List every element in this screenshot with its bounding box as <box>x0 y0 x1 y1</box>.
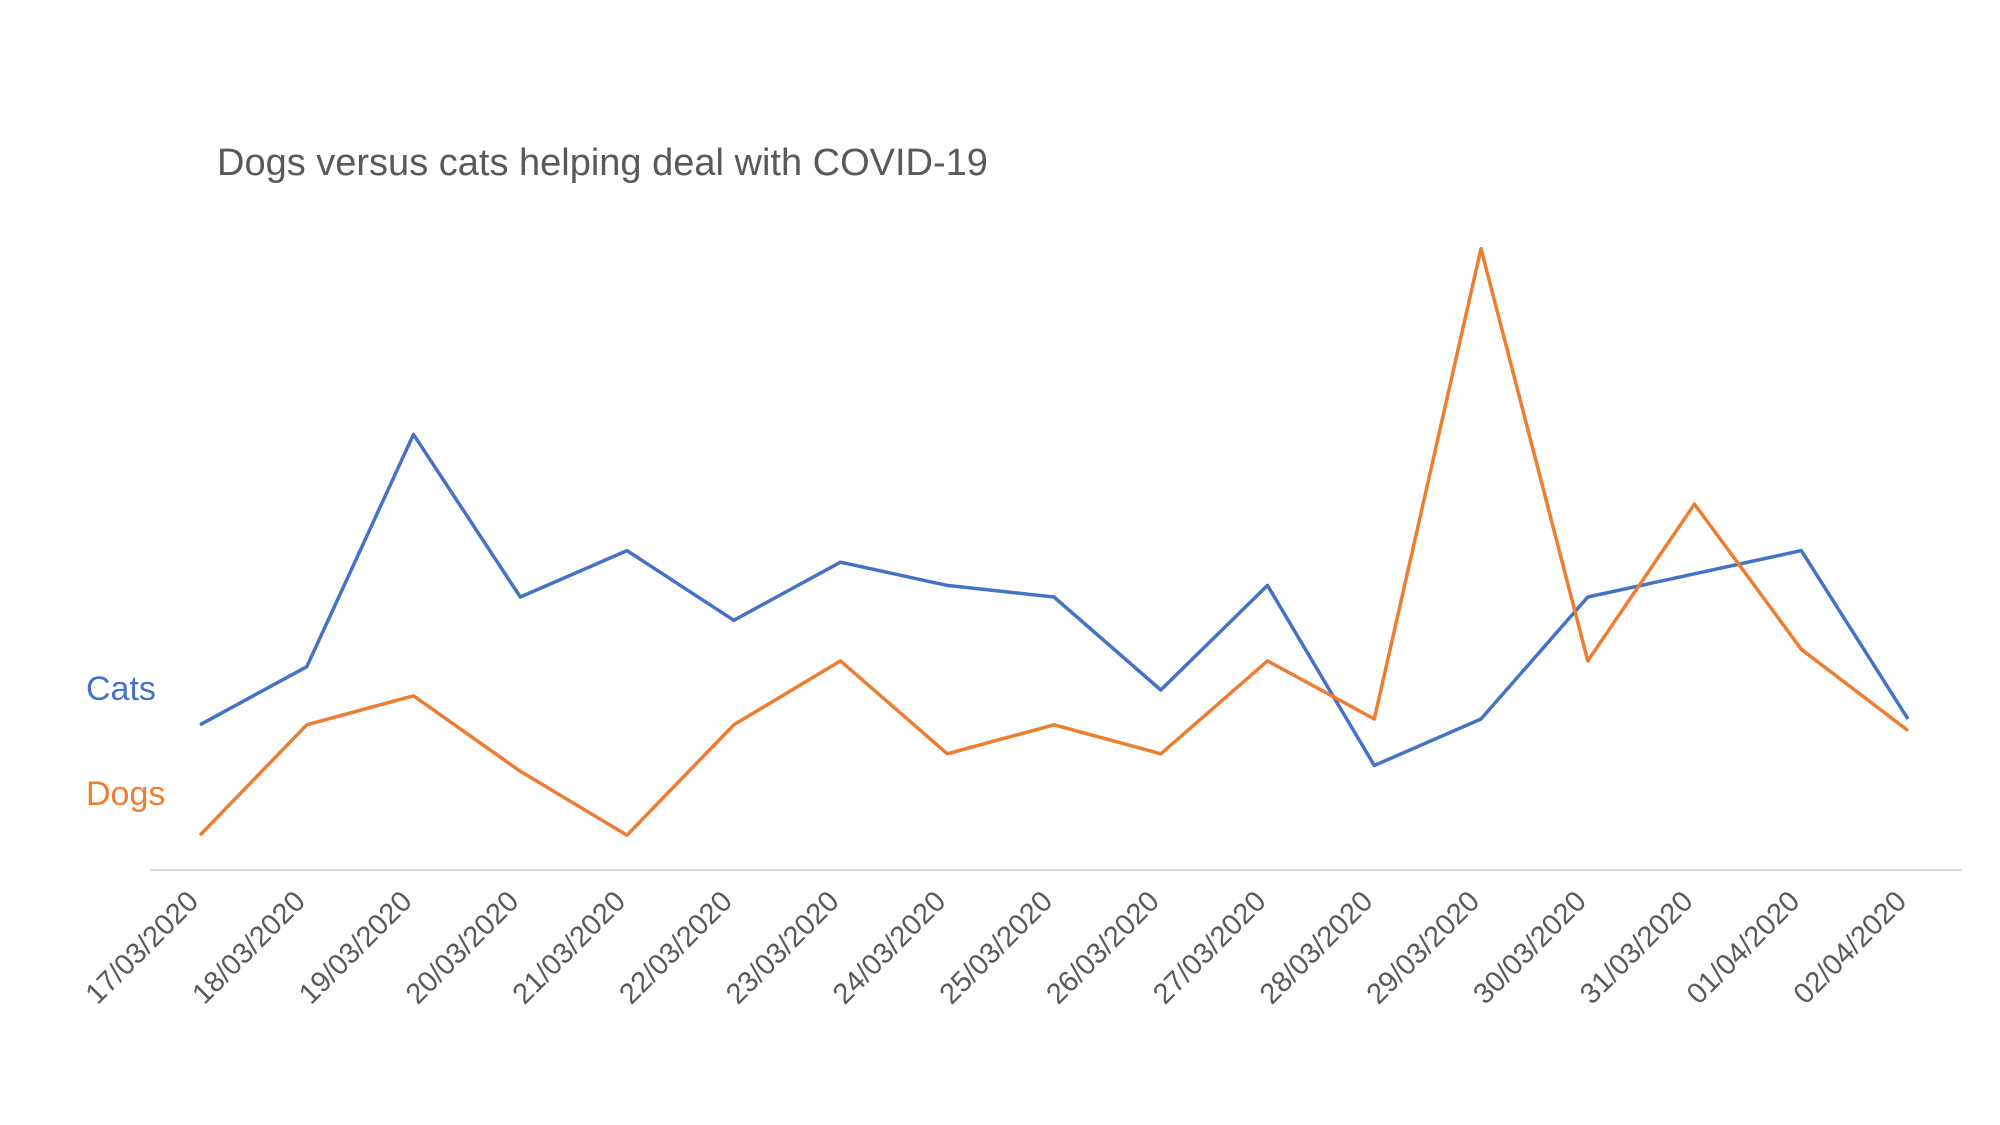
series-layer <box>198 246 1910 837</box>
x-tick-label: 19/03/2020 <box>293 885 418 1010</box>
x-tick-label: 01/04/2020 <box>1681 885 1806 1010</box>
series-label-cats: Cats <box>86 670 156 708</box>
x-tick-label: 18/03/2020 <box>186 885 311 1010</box>
series-label-dogs: Dogs <box>86 775 165 813</box>
x-tick-label: 27/03/2020 <box>1147 885 1272 1010</box>
x-tick-label: 25/03/2020 <box>934 885 1059 1010</box>
x-tick-label: 23/03/2020 <box>720 885 845 1010</box>
x-tick-label: 22/03/2020 <box>613 885 738 1010</box>
x-tick-label: 30/03/2020 <box>1467 885 1592 1010</box>
series-labels: Cats Dogs <box>86 670 165 813</box>
x-tick-label: 26/03/2020 <box>1040 885 1165 1010</box>
x-tick-label: 29/03/2020 <box>1361 885 1486 1010</box>
x-tick-label: 31/03/2020 <box>1574 885 1699 1010</box>
x-tick-label: 17/03/2020 <box>80 885 205 1010</box>
x-tick-label: 02/04/2020 <box>1788 885 1913 1010</box>
x-tick-label: 24/03/2020 <box>827 885 952 1010</box>
x-tick-label: 20/03/2020 <box>400 885 525 1010</box>
x-tick-label: 21/03/2020 <box>507 885 632 1010</box>
series-line-cats <box>199 432 1910 768</box>
chart-title: Dogs versus cats helping deal with COVID… <box>217 142 988 184</box>
series-line-dogs <box>198 246 1910 837</box>
x-tick-label: 28/03/2020 <box>1254 885 1379 1010</box>
x-tick-labels: 17/03/202018/03/202019/03/202020/03/2020… <box>80 885 1913 1010</box>
